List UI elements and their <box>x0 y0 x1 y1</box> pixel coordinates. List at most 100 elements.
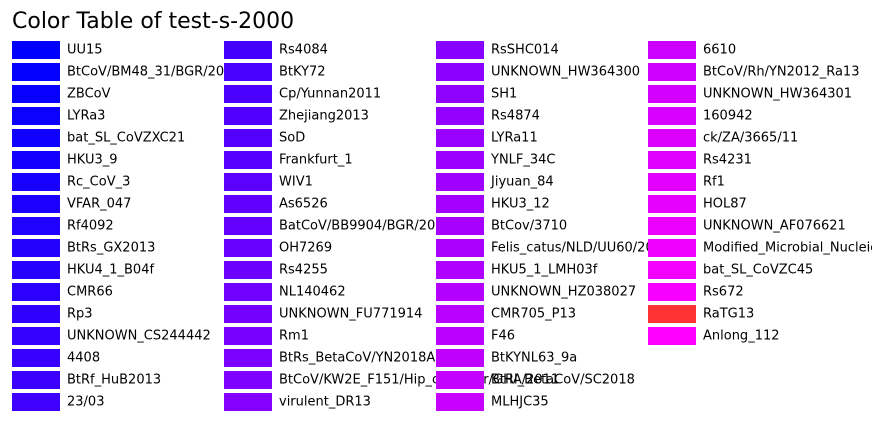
swatch <box>648 63 696 81</box>
color-label: OH7269 <box>279 241 332 256</box>
swatch <box>648 217 696 235</box>
swatch <box>648 151 696 169</box>
color-label: Felis_catus/NLD/UU60/2010 <box>491 241 670 256</box>
swatch <box>12 305 60 323</box>
color-label: YNLF_34C <box>490 153 556 168</box>
color-label: Cp/Yunnan2011 <box>279 87 381 102</box>
swatch <box>436 41 484 59</box>
color-label: BtRf_HuB2013 <box>67 373 161 388</box>
color-label: HOL87 <box>703 197 747 212</box>
color-label: UNKNOWN_HW364301 <box>703 87 852 102</box>
color-label: Rs4231 <box>703 153 752 168</box>
color-label: BtKY72 <box>279 65 326 80</box>
color-label: WIV1 <box>279 175 313 190</box>
color-label: LYRa3 <box>67 109 105 124</box>
swatch <box>436 85 484 103</box>
swatch <box>224 217 272 235</box>
color-label: UNKNOWN_HW364300 <box>491 65 640 80</box>
color-label: Jiyuan_84 <box>490 175 554 190</box>
swatch <box>12 327 60 345</box>
color-label: BtKYNL63_9a <box>491 351 577 366</box>
color-label: BtCoV/Rh/YN2012_Ra13 <box>703 65 859 80</box>
swatch <box>12 283 60 301</box>
color-label: SoD <box>279 131 305 146</box>
color-label: 6610 <box>703 43 736 58</box>
color-label: Anlong_112 <box>703 329 780 344</box>
color-label: CMR705_P13 <box>491 307 576 322</box>
color-label: BtCoV/KW2E_F151/Hip_cf._ruber/GHA/2011 <box>279 373 559 388</box>
swatch <box>648 41 696 59</box>
swatch <box>12 217 60 235</box>
color-label: Rf4092 <box>67 219 114 234</box>
color-label: UNKNOWN_AF076621 <box>703 219 846 234</box>
color-label: virulent_DR13 <box>279 395 371 410</box>
color-label: Rs672 <box>703 285 744 300</box>
color-label: UNKNOWN_CS244442 <box>67 329 211 344</box>
swatch <box>224 283 272 301</box>
color-label: 160942 <box>703 109 753 124</box>
swatch <box>436 283 484 301</box>
swatch <box>436 217 484 235</box>
swatch <box>648 107 696 125</box>
swatch <box>12 129 60 147</box>
color-label: HKU4_1_B04f <box>67 263 154 278</box>
swatch <box>436 129 484 147</box>
color-label: RaTG13 <box>703 307 754 322</box>
color-label: HKU3_9 <box>67 153 118 168</box>
swatch <box>12 63 60 81</box>
color-label: As6526 <box>279 197 328 212</box>
color-label: NL140462 <box>279 285 346 300</box>
swatch <box>224 195 272 213</box>
swatch <box>224 129 272 147</box>
swatch <box>224 173 272 191</box>
color-label: ck/ZA/3665/11 <box>703 131 798 146</box>
color-label: UNKNOWN_HZ038027 <box>491 285 636 300</box>
color-label: Frankfurt_1 <box>279 153 353 168</box>
color-label: Rm1 <box>279 329 309 344</box>
swatch <box>12 349 60 367</box>
swatch <box>436 151 484 169</box>
color-label: BtCoV/BM48_31/BGR/2008 <box>67 65 241 80</box>
color-label: Zhejiang2013 <box>279 109 369 124</box>
color-label: Rp3 <box>67 307 93 322</box>
color-label: HKU3_12 <box>491 197 550 212</box>
color-label: CMR66 <box>67 285 113 300</box>
swatch <box>224 305 272 323</box>
swatch <box>224 371 272 389</box>
swatch <box>436 327 484 345</box>
color-label: bat_SL_CoVZXC21 <box>67 131 185 146</box>
swatch <box>648 195 696 213</box>
swatch <box>12 195 60 213</box>
swatch <box>12 151 60 169</box>
color-label: Modified_Microbial_Nucleic_Acid <box>703 241 872 256</box>
swatch <box>436 261 484 279</box>
color-label: Rs4084 <box>279 43 328 58</box>
color-label: UNKNOWN_FU771914 <box>279 307 422 322</box>
swatch <box>12 173 60 191</box>
color-label: 23/03 <box>67 395 104 410</box>
swatch <box>12 107 60 125</box>
color-label: BtRs_GX2013 <box>67 241 155 256</box>
color-label: ZBCoV <box>67 87 111 102</box>
swatch <box>648 129 696 147</box>
swatch <box>224 41 272 59</box>
swatch <box>436 195 484 213</box>
swatch <box>648 239 696 257</box>
swatch <box>224 349 272 367</box>
swatch <box>224 63 272 81</box>
color-label: VFAR_047 <box>67 197 131 212</box>
color-label: BtRl_BetaCoV/SC2018 <box>491 373 635 388</box>
swatch <box>648 327 696 345</box>
color-label: LYRa11 <box>491 131 538 146</box>
swatch <box>224 393 272 411</box>
color-label: UU15 <box>67 43 103 58</box>
swatch <box>648 261 696 279</box>
swatch <box>648 305 696 323</box>
color-label: BatCoV/BB9904/BGR/2008 <box>279 219 452 234</box>
color-label: Rf1 <box>703 175 725 190</box>
swatch <box>12 41 60 59</box>
color-label: 4408 <box>67 351 100 366</box>
color-label: BtRs_BetaCoV/YN2018A <box>279 351 435 366</box>
